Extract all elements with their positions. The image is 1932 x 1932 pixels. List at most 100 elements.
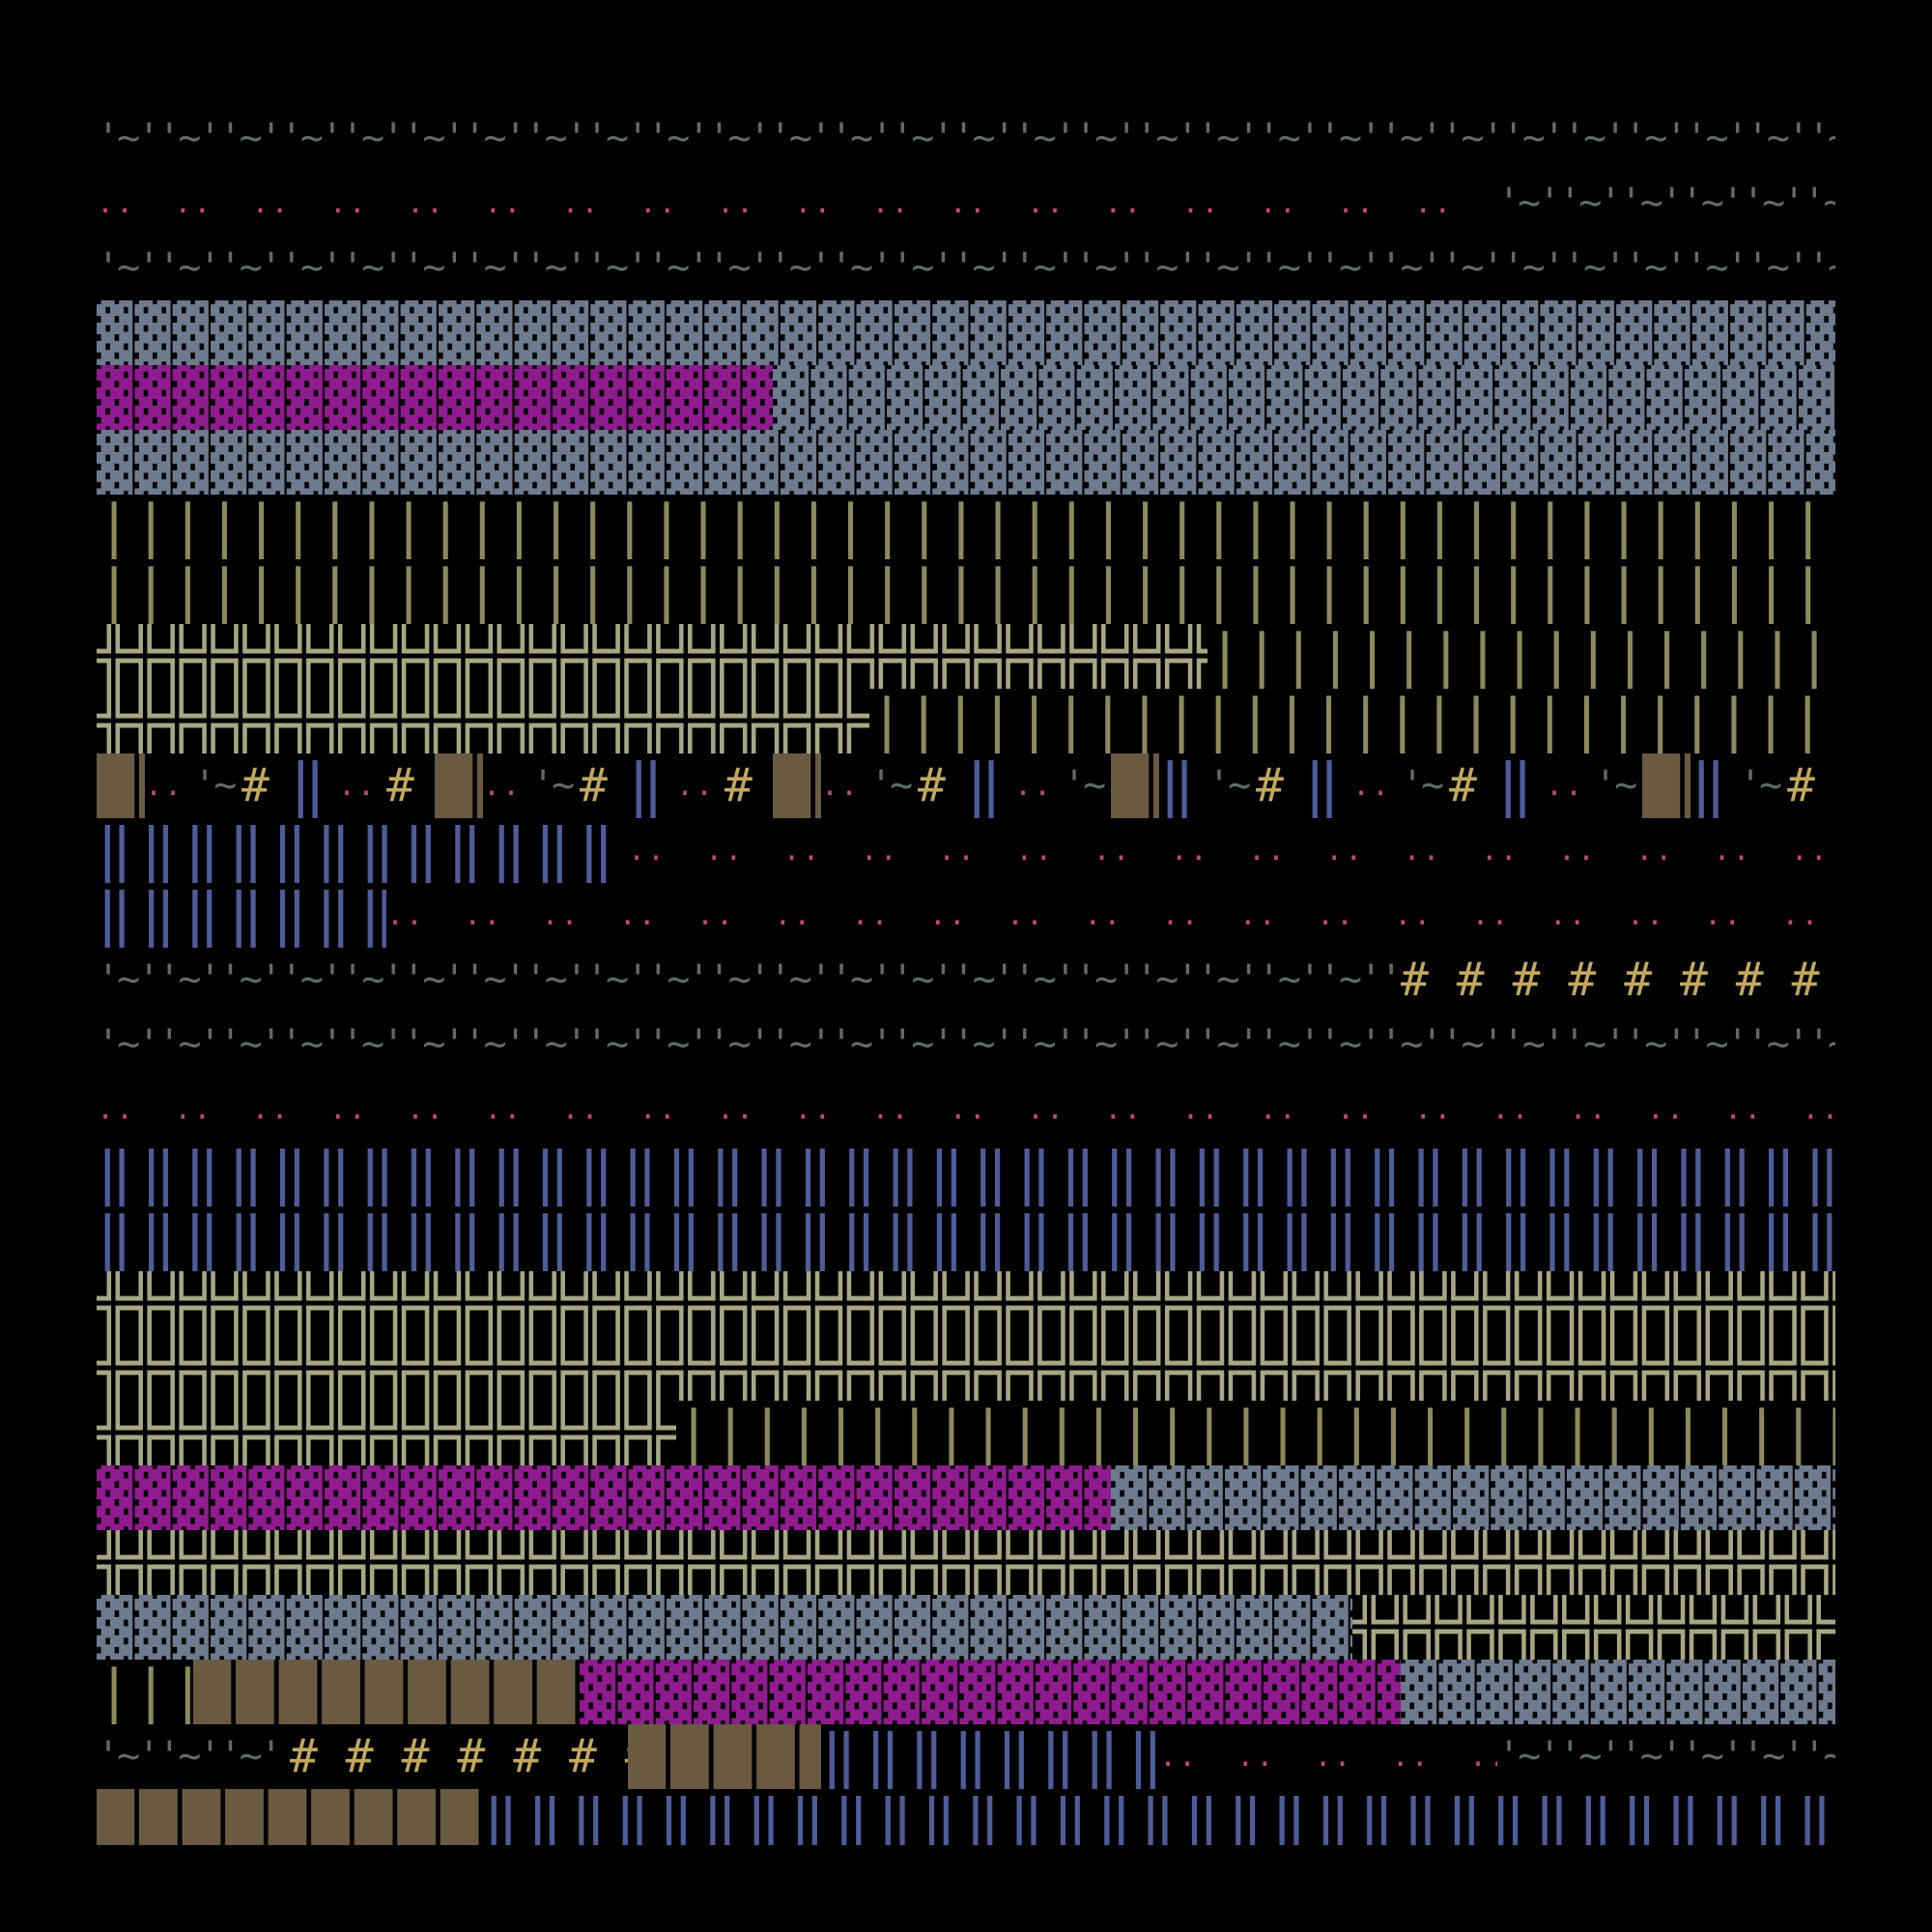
block-segment: ████████████████████	[193, 1660, 580, 1724]
hash-segment: # # # # # # # # # # # # # # # # # #	[290, 1729, 628, 1783]
bars-segment: ||||||||||||||||||||||||||||||||||||||||…	[869, 689, 1835, 753]
dbar-segment: ‖‖‖‖‖‖‖‖‖‖‖‖‖‖‖	[97, 883, 386, 948]
hash-segment: # # #	[1449, 758, 1477, 812]
bars-segment: ||||||||||||||||||||||||||||||||||||||||…	[1208, 624, 1835, 689]
dbar-segment: ‖‖‖‖‖‖‖‖‖‖‖‖‖‖‖‖‖‖‖‖‖‖‖‖‖‖‖‖	[97, 818, 628, 883]
glyph-row: '~''~''~''~''~''~''~''~''~''~'# # # # # …	[97, 1724, 1835, 1789]
hash-segment: # # #	[918, 758, 946, 812]
dbar-segment: ‖‖‖	[628, 753, 676, 818]
glyph-row: ▓▓▓▓▓▓▓▓▓▓▓▓▓▓▓▓▓▓▓▓▓▓▓▓▓▓▓▓▓▓▓▓▓▓▓▓▓▓▓▓…	[97, 430, 1835, 495]
dbar-segment: ‖‖‖	[1497, 753, 1546, 818]
glyph-row: '~''~''~''~''~''~''~''~''~''~''~''~''~''…	[97, 1012, 1835, 1077]
glyph-row: '~''~''~''~''~''~''~''~''~''~''~''~''~''…	[97, 236, 1835, 300]
dbar-segment: ‖‖‖‖‖‖‖‖‖‖‖‖‖‖‖‖‖‖	[821, 1724, 1159, 1789]
dense-segment: ▓▓▓▓▓▓▓▓▓▓▓▓▓▓▓▓▓▓▓▓▓▓▓▓▓▓▓▓▓▓▓▓▓▓▓▓▓▓▓▓…	[97, 430, 1835, 495]
dots-segment: .. .. ..	[145, 769, 185, 803]
glyph-row: ‖‖‖‖‖‖‖‖‖‖‖‖‖‖‖‖‖‖‖‖‖‖‖‖‖‖‖‖‖‖‖‖‖‖‖‖‖‖‖‖…	[97, 1207, 1835, 1271]
block-segment: ████████████████████	[97, 1789, 483, 1845]
dots-segment: .. .. ..	[1546, 769, 1585, 803]
cross-segment: ╬╬╬╬╬╬╬╬╬╬╬╬╬╬╬╬╬╬╬╬╬╬╬╬╬╬╬╬╬╬	[97, 1401, 676, 1465]
glyph-row: '~''~''~''~''~''~''~''~''~''~''~''~''~''…	[97, 106, 1835, 171]
block-segment: ███	[1111, 753, 1159, 818]
glyph-row: .. .. .. .. .. .. .. .. .. .. .. .. .. .…	[97, 1077, 1835, 1142]
dots-segment: .. .. ..	[676, 769, 716, 803]
ascii-art-canvas: '~''~''~''~''~''~''~''~''~''~''~''~''~''…	[97, 106, 1835, 1845]
hash-segment: # # #	[724, 758, 753, 812]
pink-segment: ▓▓▓▓▓▓▓▓▓▓▓▓▓▓▓▓▓▓▓▓▓▓▓▓▓▓▓▓▓▓▓▓▓▓▓▓▓▓▓▓…	[580, 1660, 1401, 1724]
glyph-row: ╬╬╬╬╬╬╬╬╬╬╬╬╬╬╬╬╬╬╬╬╬╬╬╬╬╬╬╬╬╬||||||||||…	[97, 1401, 1835, 1465]
glyph-row: ‖‖‖‖‖‖‖‖‖‖‖‖‖‖‖‖‖‖‖‖‖‖‖‖‖‖‖‖‖‖‖‖‖‖‖‖‖‖‖‖…	[97, 1142, 1835, 1207]
wave-segment: '~''~''~''~''~''~''~''~''~''~'	[97, 1734, 290, 1778]
bars-segment: ||||||||||||||||||||||||||||||||||||||||…	[97, 559, 1835, 624]
cross-segment: ╬╬╬╬╬╬╬╬╬╬╬╬╬╬╬╬╬╬╬╬╬╬╬╬╬╬╬╬╬╬╬╬╬╬╬╬╬╬╬╬…	[97, 1336, 1835, 1401]
dbar-segment: ‖‖‖	[290, 753, 338, 818]
dbar-segment: ‖‖‖	[1304, 753, 1352, 818]
glyph-row: ▓▓▓▓▓▓▓▓▓▓▓▓▓▓▓▓▓▓▓▓▓▓▓▓▓▓▓▓▓▓▓▓▓▓▓▓▓▓▓▓…	[97, 300, 1835, 365]
hash-segment: # # # # # # # # # # # # # # # # # # # # …	[1401, 952, 1820, 1007]
dots-segment: .. .. .. .. .. .. .. .. .. .. .. .. .. .…	[97, 186, 1497, 220]
glyph-row: ||||||||||||||||||||||||||||||||||||||||…	[97, 495, 1835, 559]
dots-segment: .. .. .. .. .. .. .. .. .. .. .. .. .. .…	[1159, 1740, 1497, 1774]
cross-segment: ╬╬╬╬╬╬╬╬╬╬╬╬╬╬╬╬╬╬╬╬╬╬╬╬╬╬╬╬╬╬╬╬╬╬╬╬╬╬╬╬	[97, 689, 869, 753]
dots-segment: .. .. .. .. .. .. .. .. .. .. .. .. .. .…	[386, 898, 1821, 932]
dbar-segment: ‖‖‖	[966, 753, 1014, 818]
wave-segment: '~''~''~''~''~''~''~''~''~''~''~''~''~''…	[97, 116, 1835, 160]
glyph-row: .. .. .. .. .. .. .. .. .. .. .. .. .. .…	[97, 171, 1835, 236]
wave-segment: '~''~''~'	[1063, 763, 1111, 808]
hash-segment: # # #	[1256, 758, 1284, 812]
wave-segment: '~''~''~'	[1208, 763, 1256, 808]
glyph-row: ╬╬╬╬╬╬╬╬╬╬╬╬╬╬╬╬╬╬╬╬╬╬╬╬╬╬╬╬╬╬╬╬╬╬╬╬╬╬╬╬…	[97, 1336, 1835, 1401]
dbar-segment: ‖‖‖	[1690, 753, 1739, 818]
hash-segment: # # #	[580, 758, 608, 812]
glyph-row: ███.. .. .. '~''~''~'# # # ‖‖‖.. .. .. #…	[97, 753, 1835, 818]
wave-segment: '~''~''~'	[1594, 763, 1642, 808]
hash-segment: # # #	[386, 758, 414, 812]
cross-segment: ╬╬╬╬╬╬╬╬╬╬╬╬╬╬╬╬╬╬╬╬╬╬╬╬╬	[1352, 1595, 1835, 1660]
block-segment: ███	[435, 753, 483, 818]
wave-segment: '~''~''~''~''~''~''~''~''~''~''~''~''~''…	[1497, 181, 1835, 225]
wave-segment: '~''~''~''~''~''~''~''~''~''~''~''~''~''…	[97, 1022, 1835, 1066]
dense-segment: ▓▓▓▓▓▓▓▓▓▓▓▓▓▓▓▓▓▓▓▓▓▓▓▓▓▓▓▓▓▓▓▓▓▓▓▓▓▓	[1111, 1465, 1835, 1530]
glyph-row: ▓▓▓▓▓▓▓▓▓▓▓▓▓▓▓▓▓▓▓▓▓▓▓▓▓▓▓▓▓▓▓▓▓▓▓▓▓▓▓▓…	[97, 1465, 1835, 1530]
glyph-row: ▓▓▓▓▓▓▓▓▓▓▓▓▓▓▓▓▓▓▓▓▓▓▓▓▓▓▓▓▓▓▓▓▓▓▓▓▓▓▓▓…	[97, 365, 1835, 430]
dense-segment: ▓▓▓▓▓▓▓▓▓▓▓▓▓▓▓▓▓▓▓▓▓▓▓▓▓▓▓▓▓▓▓▓▓▓▓▓▓▓▓▓…	[97, 300, 1835, 365]
pink-segment: ▓▓▓▓▓▓▓▓▓▓▓▓▓▓▓▓▓▓▓▓▓▓▓▓▓▓▓▓▓▓▓▓▓▓▓▓▓▓▓▓…	[97, 1465, 1111, 1530]
hash-segment: # # #	[242, 758, 270, 812]
glyph-row: ╬╬╬╬╬╬╬╬╬╬╬╬╬╬╬╬╬╬╬╬╬╬╬╬╬╬╬╬╬╬╬╬╬╬╬╬╬╬╬╬…	[97, 1271, 1835, 1336]
dbar-segment: ‖‖‖‖‖‖‖‖‖‖‖‖‖‖‖‖‖‖‖‖‖‖‖‖‖‖‖‖‖‖‖‖‖‖‖‖‖‖‖‖…	[97, 1207, 1835, 1271]
glyph-row: |||||||||||||||████████████████████▓▓▓▓▓…	[97, 1660, 1835, 1724]
glyph-row: ||||||||||||||||||||||||||||||||||||||||…	[97, 559, 1835, 624]
dots-segment: .. .. ..	[1352, 769, 1392, 803]
wave-segment: '~''~''~'	[869, 763, 918, 808]
wave-segment: '~''~''~'	[1401, 763, 1449, 808]
glyph-row: ╬╬╬╬╬╬╬╬╬╬╬╬╬╬╬╬╬╬╬╬╬╬╬╬╬╬╬╬╬╬╬╬╬╬╬╬╬╬╬╬…	[97, 624, 1835, 689]
block-segment: ███	[1642, 753, 1690, 818]
dots-segment: .. .. .. .. .. .. .. .. .. .. .. .. .. .…	[628, 834, 1830, 867]
block-segment: ███	[773, 753, 821, 818]
wave-segment: '~''~''~''~''~''~''~''~''~''~''~''~''~''…	[97, 245, 1835, 290]
wave-segment: '~''~''~''~''~''~''~''~''~''~''~''~''~''…	[97, 957, 1401, 1002]
glyph-row: ████████████████████‖‖‖‖‖‖‖‖‖‖‖‖‖‖‖‖‖‖‖‖…	[97, 1789, 1835, 1845]
glyph-row: '~''~''~''~''~''~''~''~''~''~''~''~''~''…	[97, 948, 1835, 1012]
dots-segment: .. .. ..	[338, 769, 378, 803]
glyph-row: ╬╬╬╬╬╬╬╬╬╬╬╬╬╬╬╬╬╬╬╬╬╬╬╬╬╬╬╬╬╬╬╬╬╬╬╬╬╬╬╬…	[97, 1530, 1835, 1595]
hash-segment: # # #	[1787, 758, 1815, 812]
dots-segment: .. .. .. .. .. .. .. .. .. .. .. .. .. .…	[97, 1093, 1835, 1126]
glyph-row: ╬╬╬╬╬╬╬╬╬╬╬╬╬╬╬╬╬╬╬╬╬╬╬╬╬╬╬╬╬╬╬╬╬╬╬╬╬╬╬╬…	[97, 689, 1835, 753]
glyph-row: ▓▓▓▓▓▓▓▓▓▓▓▓▓▓▓▓▓▓▓▓▓▓▓▓▓▓▓▓▓▓▓▓▓▓▓▓▓▓▓▓…	[97, 1595, 1835, 1660]
cross-segment: ╬╬╬╬╬╬╬╬╬╬╬╬╬╬╬╬╬╬╬╬╬╬╬╬╬╬╬╬╬╬╬╬╬╬╬╬╬╬╬╬…	[97, 1271, 1835, 1336]
dense-segment: ▓▓▓▓▓▓▓▓▓▓▓▓▓▓▓▓▓▓▓▓▓▓▓▓▓▓▓▓▓▓▓▓▓▓▓▓▓▓▓▓…	[97, 1595, 1352, 1660]
dbar-segment: ‖‖‖‖‖‖‖‖‖‖‖‖‖‖‖‖‖‖‖‖‖‖‖‖‖‖‖‖‖‖‖‖‖‖‖‖‖‖‖‖…	[483, 1789, 1835, 1845]
dbar-segment: ‖‖‖	[1159, 753, 1208, 818]
dense-segment: ▓▓▓▓▓▓▓▓▓▓▓▓▓▓▓▓▓▓▓▓▓▓▓	[1401, 1660, 1835, 1724]
wave-segment: '~''~''~''~''~''~''~''~''~''~''~''~''~''…	[1497, 1734, 1835, 1778]
wave-segment: '~''~''~'	[193, 763, 242, 808]
wave-segment: '~''~''~'	[531, 763, 580, 808]
dbar-segment: ‖‖‖‖‖‖‖‖‖‖‖‖‖‖‖‖‖‖‖‖‖‖‖‖‖‖‖‖‖‖‖‖‖‖‖‖‖‖‖‖…	[97, 1142, 1835, 1207]
block-segment: ██████████	[628, 1724, 821, 1789]
dots-segment: .. .. ..	[1014, 769, 1054, 803]
dense-segment: ▓▓▓▓▓▓▓▓▓▓▓▓▓▓▓▓▓▓▓▓▓▓▓▓▓▓▓▓▓▓▓▓▓▓▓▓▓▓▓▓…	[773, 365, 1835, 430]
glyph-row: ‖‖‖‖‖‖‖‖‖‖‖‖‖‖‖.. .. .. .. .. .. .. .. .…	[97, 883, 1835, 948]
dots-segment: .. .. ..	[821, 769, 861, 803]
bars-segment: |||||||||||||||	[97, 1660, 193, 1724]
